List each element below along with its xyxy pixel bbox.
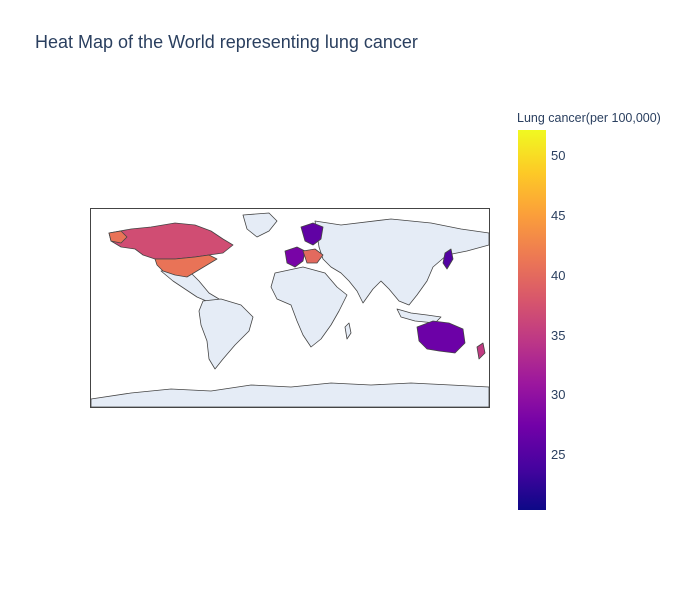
map-frame[interactable] xyxy=(90,208,490,408)
land-south-america xyxy=(198,298,254,370)
region-western-europe[interactable] xyxy=(284,246,306,268)
region-central-europe[interactable] xyxy=(302,248,324,264)
colorbar-gradient xyxy=(518,130,546,510)
region-scandinavia[interactable] xyxy=(300,222,324,246)
region-new-zealand[interactable] xyxy=(476,342,486,360)
colorbar-title: Lung cancer(per 100,000) xyxy=(517,111,661,125)
land-indonesia xyxy=(396,308,442,324)
land-africa xyxy=(270,266,348,348)
colorbar-tick-label: 25 xyxy=(551,447,566,463)
region-canada[interactable] xyxy=(108,222,234,260)
region-greenland-denmark[interactable] xyxy=(108,230,128,244)
land-greenland xyxy=(242,212,278,238)
colorbar-tick-label: 40 xyxy=(551,267,566,283)
world-map[interactable] xyxy=(91,209,489,407)
chart-title: Heat Map of the World representing lung … xyxy=(35,32,418,52)
colorbar-tick-label: 50 xyxy=(551,148,566,164)
land-madagascar xyxy=(344,322,352,340)
region-japan[interactable] xyxy=(442,248,454,270)
land-asia xyxy=(314,218,489,306)
colorbar-tick-label: 35 xyxy=(551,327,566,343)
colorbar xyxy=(518,130,546,510)
region-united-states[interactable] xyxy=(154,254,218,278)
region-australia[interactable] xyxy=(416,320,466,354)
colorbar-tick-label: 30 xyxy=(551,387,566,403)
colorbar-tick-label: 45 xyxy=(551,208,566,224)
land-antarctica xyxy=(91,382,489,407)
